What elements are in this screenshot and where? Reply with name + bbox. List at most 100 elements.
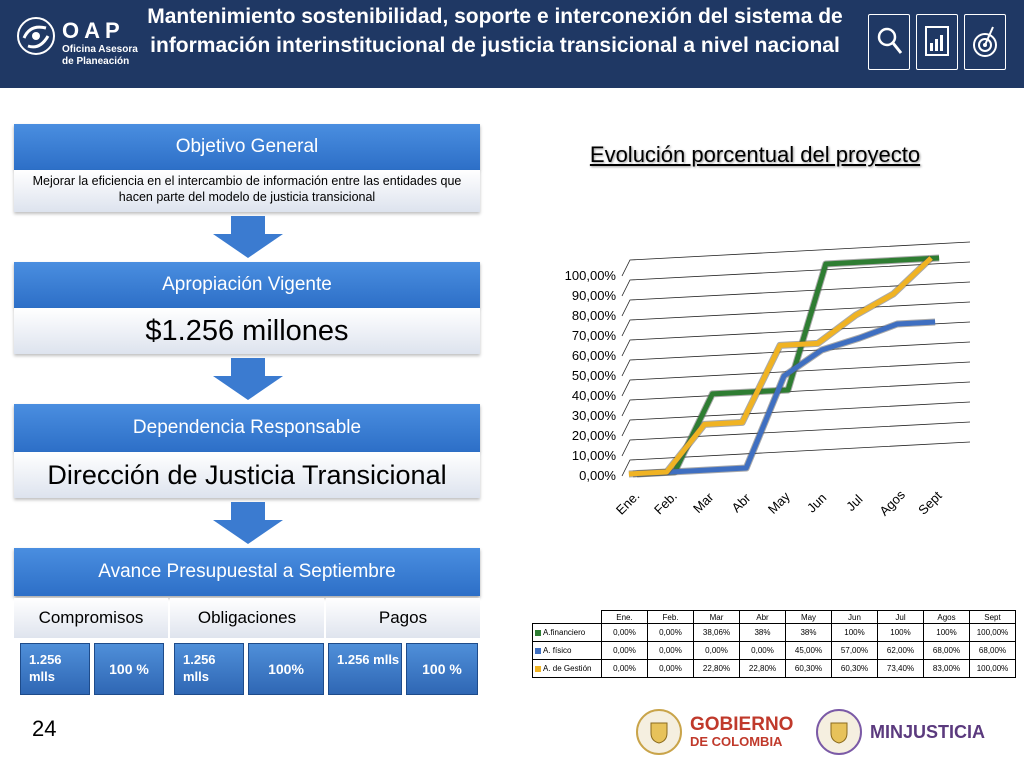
page-title: Mantenimiento sostenibilidad, soporte e … <box>147 5 843 57</box>
series-line-shadow <box>628 255 934 478</box>
chart-title: Evolución porcentual del proyecto <box>589 142 921 167</box>
table-cell: 100% <box>877 623 924 642</box>
x-tick-label: Ene. <box>613 488 643 518</box>
x-tick-label: Feb. <box>651 488 680 517</box>
oap-logo: OAP Oficina Asesora de Planeación <box>12 10 138 70</box>
coat-of-arms-icon <box>636 709 682 755</box>
chart-data-table: Ene. Feb. Mar Abr May Jun Jul Agos Sept A.financ… <box>532 610 1016 678</box>
series-line-3 <box>628 256 933 477</box>
x-tick-label: Jul <box>843 492 865 514</box>
y-tick-label: 60,00% <box>572 348 617 363</box>
table-cell: 100,00% <box>969 659 1016 678</box>
compromisos-label: Compromisos <box>14 598 168 638</box>
table-cell: 83,00% <box>923 659 970 678</box>
objetivo-text: Mejorar la eficiencia en el intercambio … <box>14 170 480 212</box>
gridline <box>621 281 971 317</box>
table-row: A. físico 0,00% 0,00% 0,00% 0,00% 45,00% 57,00… <box>532 641 1016 660</box>
x-tick-label: Sept <box>915 488 945 518</box>
target-icon <box>964 14 1006 70</box>
compromisos-percent: 100 % <box>94 643 164 695</box>
table-cell: 0,00% <box>739 641 786 660</box>
table-cell: 100% <box>831 623 878 642</box>
arrow-down-icon <box>213 358 283 400</box>
table-cell: 100% <box>923 623 970 642</box>
table-header-cell: Jul <box>877 610 924 624</box>
gridline <box>621 321 971 357</box>
table-cell: 22,80% <box>739 659 786 678</box>
gridline <box>621 241 971 277</box>
y-tick-label: 20,00% <box>572 428 617 443</box>
gridline <box>621 381 971 417</box>
pagos-percent: 100 % <box>406 643 478 695</box>
table-cell: 38% <box>785 623 832 642</box>
y-tick-label: 40,00% <box>572 388 617 403</box>
y-tick-label: 100,00% <box>565 268 617 283</box>
de-colombia-text: DE COLOMBIA <box>690 734 783 749</box>
table-header-cell: Sept <box>969 610 1016 624</box>
oap-swirl-icon <box>17 17 55 55</box>
gridline <box>621 361 971 397</box>
page-number: 24 <box>32 716 57 741</box>
gobierno-text: GOBIERNO <box>690 714 794 735</box>
table-cell: 38,06% <box>693 623 740 642</box>
obligaciones-amount: 1.256 mlls <box>174 643 244 695</box>
table-cell: 0,00% <box>601 623 648 642</box>
logo-title: OAP <box>62 18 125 43</box>
table-cell: 100,00% <box>969 623 1016 642</box>
legend-swatch <box>535 665 541 672</box>
table-header-cell: Jun <box>831 610 878 624</box>
y-tick-label: 10,00% <box>572 448 617 463</box>
obligaciones-label: Obligaciones <box>170 598 324 638</box>
x-tick-label: Jun <box>804 490 829 515</box>
apropiacion-heading: Apropiación Vigente <box>14 262 480 308</box>
table-cell: 60,30% <box>831 659 878 678</box>
x-tick-label: May <box>765 488 793 516</box>
avance-heading: Avance Presupuestal a Septiembre <box>14 548 480 596</box>
dependencia-heading: Dependencia Responsable <box>14 404 480 452</box>
table-header-cell: Feb. <box>647 610 694 624</box>
y-tick-label: 90,00% <box>572 288 617 303</box>
objetivo-heading: Objetivo General <box>14 124 480 170</box>
pagos-amount: 1.256 mlls <box>328 643 402 695</box>
table-cell: 0,00% <box>647 659 694 678</box>
y-tick-label: 0,00% <box>579 468 616 483</box>
dependencia-value: Dirección de Justicia Transicional <box>14 452 480 498</box>
logo-subtitle: Oficina Asesora de Planeación <box>62 44 138 67</box>
table-row-label: A. de Gestión <box>532 659 602 678</box>
table-row-label: A. físico <box>532 641 602 660</box>
minjusticia-logo: MINJUSTICIA <box>816 707 985 757</box>
y-tick-label: 30,00% <box>572 408 617 423</box>
x-tick-label: Abr <box>729 490 754 515</box>
y-tick-label: 80,00% <box>572 308 617 323</box>
coat-of-arms-icon <box>816 709 862 755</box>
gobierno-logo: GOBIERNO DE COLOMBIA <box>636 707 793 757</box>
y-tick-label: 70,00% <box>572 328 617 343</box>
table-cell: 73,40% <box>877 659 924 678</box>
table-header-cell: Abr <box>739 610 786 624</box>
table-header-cell: May <box>785 610 832 624</box>
table-cell: 68,00% <box>923 641 970 660</box>
y-tick-label: 50,00% <box>572 368 617 383</box>
magnifier-icon <box>868 14 910 70</box>
arrow-down-icon <box>213 502 283 544</box>
x-tick-label: Agos <box>876 487 908 519</box>
gridline <box>621 301 971 337</box>
minjusticia-text: MINJUSTICIA <box>870 721 986 742</box>
obligaciones-percent: 100% <box>248 643 324 695</box>
table-header-cell: Agos <box>923 610 970 624</box>
gridline <box>621 421 971 457</box>
apropiacion-value: $1.256 millones <box>14 308 480 354</box>
gridline <box>621 401 971 437</box>
table-header-cell: Ene. <box>601 610 648 624</box>
x-tick-label: Mar <box>690 489 717 516</box>
table-cell: 45,00% <box>785 641 832 660</box>
header-bar: OAP Oficina Asesora de Planeación Manten… <box>0 0 1024 88</box>
table-cell: 68,00% <box>969 641 1016 660</box>
table-cell: 57,00% <box>831 641 878 660</box>
table-row: A. de Gestión 0,00% 0,00% 22,80% 22,80% 60,30… <box>532 659 1016 678</box>
table-cell: 38% <box>739 623 786 642</box>
gridline <box>621 261 971 297</box>
table-cell: 0,00% <box>601 641 648 660</box>
table-row: A.financiero 0,00% 0,00% 38,06% 38% 38% 100% 10… <box>532 623 1016 642</box>
table-cell: 22,80% <box>693 659 740 678</box>
